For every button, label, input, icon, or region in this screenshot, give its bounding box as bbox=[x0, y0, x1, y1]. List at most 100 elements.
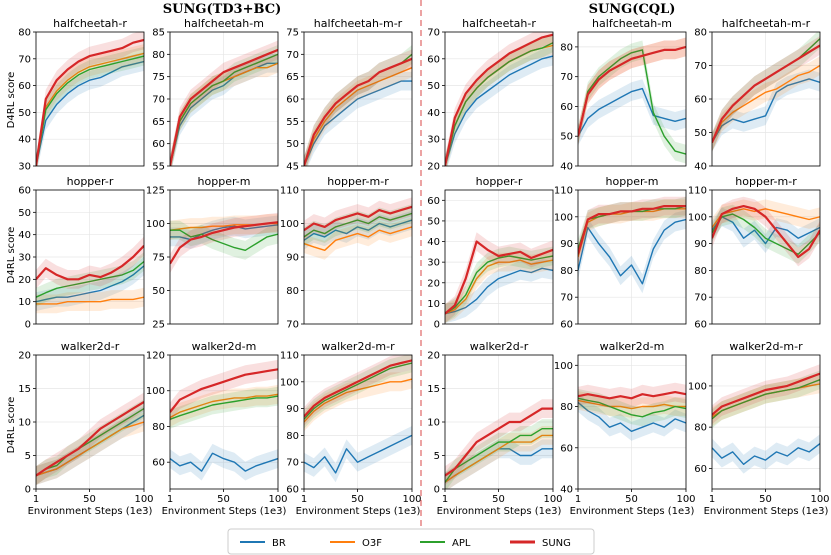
series-band-br bbox=[304, 426, 412, 483]
panel-title: hopper-m bbox=[606, 175, 659, 188]
series-band-sung bbox=[304, 197, 412, 240]
series-line-sung bbox=[445, 33, 553, 166]
y-tick-label: 60 bbox=[18, 81, 31, 92]
row-ylabel: D4RL score bbox=[6, 397, 17, 454]
panel-title: halfcheetah-m-r bbox=[314, 17, 403, 30]
series-band-br bbox=[712, 69, 820, 152]
series-line-o3f bbox=[304, 226, 412, 252]
y-tick-label: 30 bbox=[18, 162, 31, 173]
y-tick-label: 100 bbox=[280, 219, 299, 230]
panel-title: hopper-r bbox=[476, 175, 523, 188]
series-line-o3f bbox=[712, 208, 820, 228]
y-tick-label: 75 bbox=[152, 72, 165, 83]
x-axis-label: Environment Steps (1e3) bbox=[296, 506, 421, 517]
x-tick-label: 50 bbox=[83, 494, 96, 505]
series-line-apl bbox=[712, 213, 820, 256]
y-tick-label: 20 bbox=[18, 351, 31, 362]
axes-frame bbox=[35, 354, 145, 490]
y-tick-label: 80 bbox=[694, 266, 707, 277]
series-band-sung bbox=[445, 399, 553, 485]
series-line-sung bbox=[712, 205, 820, 259]
series-line-br bbox=[578, 218, 686, 285]
y-tick-label: 20 bbox=[427, 278, 440, 289]
series-line-br bbox=[36, 60, 144, 166]
plot-area bbox=[712, 355, 820, 489]
y-tick-label: 60 bbox=[560, 320, 573, 331]
y-tick-label: 70 bbox=[18, 54, 31, 65]
series-line-apl bbox=[170, 395, 278, 420]
series-band-sung bbox=[170, 212, 278, 274]
x-axis-label: Environment Steps (1e3) bbox=[704, 506, 829, 517]
y-tick-label: 20 bbox=[427, 351, 440, 362]
series-line-o3f bbox=[712, 64, 820, 143]
series-band-apl bbox=[170, 386, 278, 429]
plot-area bbox=[36, 32, 144, 166]
y-tick-label: 70 bbox=[694, 61, 707, 72]
y-tick-label: 0 bbox=[434, 320, 440, 331]
series-line-apl bbox=[304, 362, 412, 420]
chart-panel: halfcheetah-m-r 45 50 55 60 65 70 75 bbox=[286, 17, 413, 173]
y-tick-label: 90 bbox=[286, 253, 299, 264]
legend-label-apl: APL bbox=[452, 538, 471, 549]
y-tick-label: 90 bbox=[694, 239, 707, 250]
series-group bbox=[36, 392, 144, 485]
series-band-o3f bbox=[304, 217, 412, 260]
y-tick-label: 70 bbox=[286, 50, 299, 61]
series-line-apl bbox=[578, 397, 686, 418]
axes-frame bbox=[711, 354, 821, 490]
axes-frame bbox=[169, 189, 279, 325]
series-line-o3f bbox=[578, 399, 686, 410]
series-line-sung bbox=[36, 38, 144, 166]
axes-frame bbox=[35, 189, 145, 325]
y-tick-label: 60 bbox=[694, 320, 707, 331]
series-line-sung bbox=[170, 48, 278, 166]
series-band-o3f bbox=[578, 199, 686, 267]
series-group bbox=[578, 196, 686, 294]
series-line-br bbox=[170, 62, 278, 166]
series-line-br bbox=[36, 265, 144, 303]
axes-frame bbox=[303, 189, 413, 325]
panel-title: hopper-r bbox=[67, 175, 114, 188]
axes-frame bbox=[444, 354, 554, 490]
y-tick-label: 40 bbox=[427, 108, 440, 119]
y-tick-label: 110 bbox=[280, 351, 299, 362]
series-band-apl bbox=[304, 204, 412, 247]
series-group bbox=[36, 236, 144, 314]
plot-area bbox=[578, 32, 686, 166]
series-band-br bbox=[445, 259, 553, 324]
series-line-sung bbox=[578, 205, 686, 255]
y-tick-label: 50 bbox=[18, 208, 31, 219]
plot-area bbox=[304, 355, 412, 489]
y-tick-label: 50 bbox=[18, 108, 31, 119]
y-tick-label: 20 bbox=[427, 162, 440, 173]
y-tick-label: 0 bbox=[434, 485, 440, 496]
series-line-br bbox=[712, 216, 820, 245]
y-tick-label: 15 bbox=[18, 384, 31, 395]
series-line-br bbox=[304, 80, 412, 166]
y-tick-label: 110 bbox=[688, 186, 707, 197]
y-tick-label: 60 bbox=[152, 458, 165, 469]
chart-panel: hopper-m-r 60 70 80 90 100 110 bbox=[688, 175, 821, 331]
axes-frame bbox=[711, 31, 821, 167]
x-tick-label: 100 bbox=[268, 494, 287, 505]
x-tick-label: 1 bbox=[709, 494, 715, 505]
y-tick-label: 70 bbox=[560, 293, 573, 304]
y-tick-label: 50 bbox=[152, 286, 165, 297]
x-tick-label: 100 bbox=[810, 494, 829, 505]
series-band-apl bbox=[170, 220, 278, 260]
x-axis-label: Environment Steps (1e3) bbox=[570, 506, 695, 517]
chart-panel: hopper-r 0 10 20 30 40 50 60 bbox=[427, 175, 554, 331]
chart-panel: hopper-m 60 70 80 90 100 110 bbox=[554, 175, 687, 331]
y-tick-label: 5 bbox=[434, 451, 440, 462]
y-tick-label: 80 bbox=[560, 402, 573, 413]
y-tick-label: 70 bbox=[152, 95, 165, 106]
series-line-br bbox=[712, 443, 820, 465]
x-tick-label: 50 bbox=[351, 494, 364, 505]
series-group bbox=[304, 45, 412, 166]
y-tick-label: 55 bbox=[286, 117, 299, 128]
y-tick-label: 100 bbox=[146, 219, 165, 230]
